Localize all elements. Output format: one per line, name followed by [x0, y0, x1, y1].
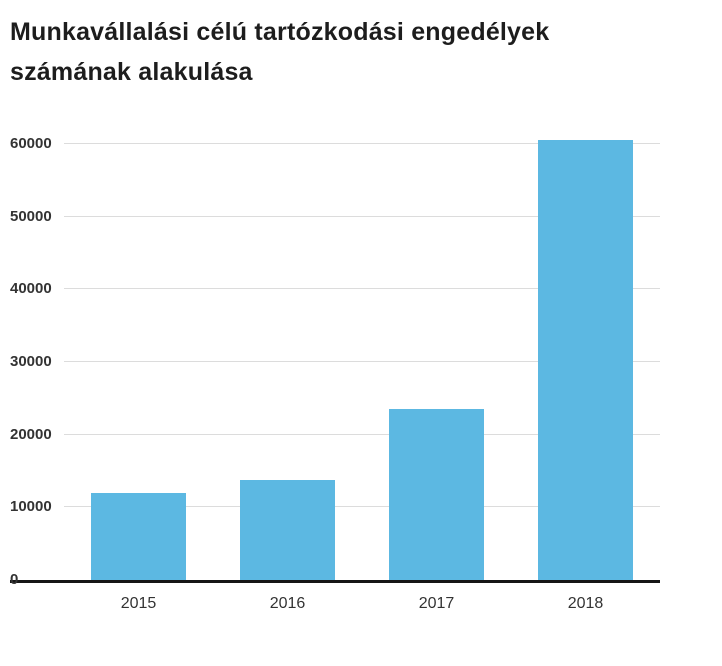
y-tick-label: 0	[10, 571, 19, 588]
y-tick-label: 40000	[10, 280, 52, 298]
bars	[64, 140, 660, 580]
bar-chart: 0 10000 20000 30000 40000 50000 60000 2015 2016…	[10, 135, 660, 613]
plot-row: 0 10000 20000 30000 40000 50000 60000	[10, 135, 660, 588]
y-tick-label: 60000	[10, 135, 52, 152]
bar-slot	[213, 144, 362, 580]
plot-area	[64, 140, 660, 580]
chart-title: Munkavállalási célú tartózkodási engedél…	[10, 18, 550, 86]
y-axis-labels: 0 10000 20000 30000 40000 50000 60000	[10, 135, 64, 588]
y-tick-label: 30000	[10, 353, 52, 370]
bar-2015	[91, 492, 186, 580]
x-tick-label: 2015	[120, 595, 157, 612]
gridline	[64, 288, 660, 290]
bar-slot	[511, 140, 660, 580]
gridline	[64, 143, 660, 144]
x-axis-labels-row: 2015 2016 2017 2018	[10, 595, 660, 613]
bar-2018	[538, 140, 633, 580]
y-tick-label: 20000	[10, 425, 52, 443]
y-tick-label: 50000	[10, 207, 52, 225]
gridline	[64, 215, 660, 217]
x-axis-spacer	[10, 595, 64, 613]
bar-slot	[362, 144, 511, 580]
x-tick-label: 2017	[418, 595, 455, 612]
bar-slot	[64, 144, 213, 580]
bar-2017	[389, 409, 484, 580]
x-axis-labels: 2015 2016 2017 2018	[64, 595, 660, 613]
x-axis-line	[10, 580, 660, 583]
y-tick-label: 10000	[10, 498, 52, 516]
x-tick-label: 2018	[567, 595, 604, 612]
x-tick-label: 2016	[269, 595, 306, 612]
bar-2016	[240, 479, 335, 580]
gridline	[64, 433, 660, 435]
gridline	[64, 506, 660, 508]
gridline	[64, 361, 660, 362]
